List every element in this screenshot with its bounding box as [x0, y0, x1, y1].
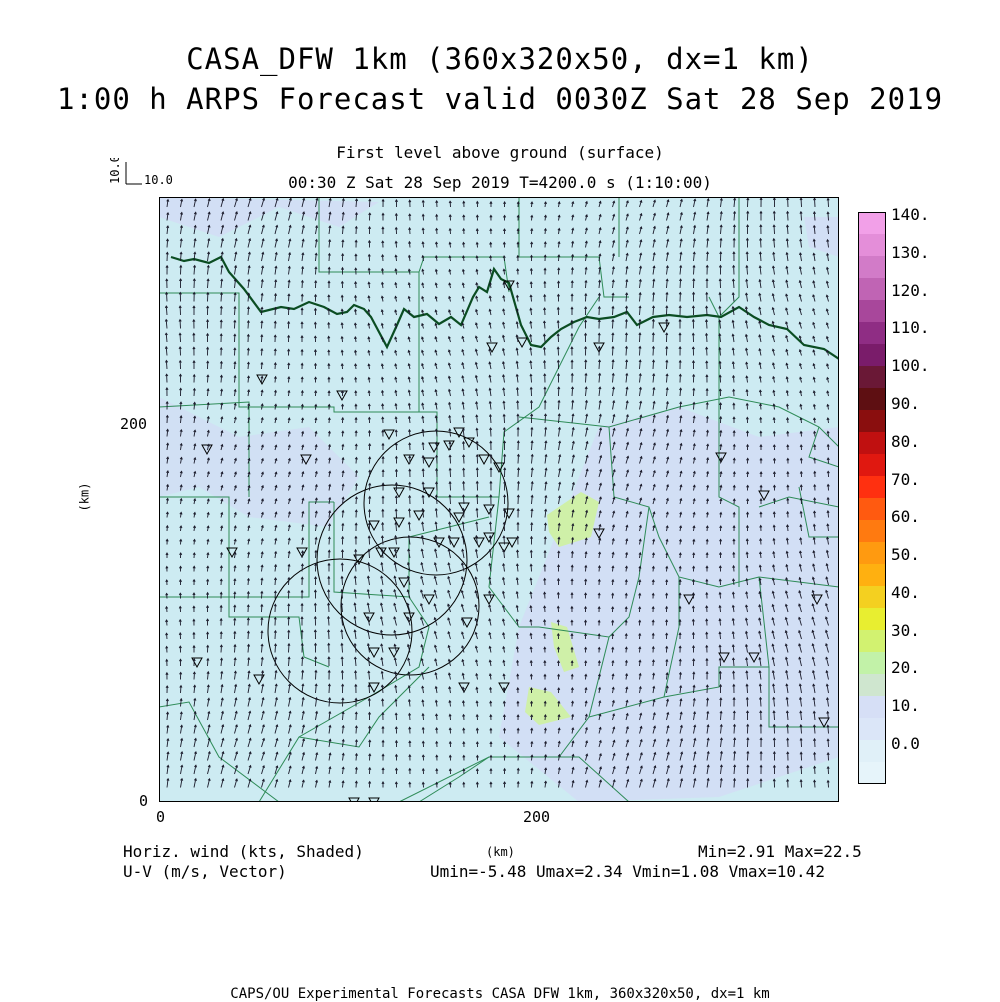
- colorbar-label: 30.: [891, 621, 920, 640]
- colorbar-swatch: [858, 718, 886, 741]
- colorbar-swatch: [858, 586, 886, 609]
- colorbar-swatch: [858, 300, 886, 323]
- reference-vector: 10.0 10.0: [108, 158, 178, 194]
- colorbar-swatch: [858, 652, 886, 675]
- colorbar-label: 140.: [891, 205, 930, 224]
- reference-vector-vertical-value: 10.0: [108, 158, 122, 184]
- field-label: Horiz. wind (kts, Shaded): [123, 842, 364, 861]
- colorbar-label: 0.0: [891, 734, 920, 753]
- colorbar-swatch: [858, 542, 886, 565]
- level-label: First level above ground (surface): [300, 143, 700, 162]
- y-axis-unit: (km): [77, 483, 91, 512]
- colorbar-label: 110.: [891, 318, 930, 337]
- colorbar-swatch: [858, 256, 886, 279]
- colorbar-swatch: [858, 564, 886, 587]
- colorbar-swatch: [858, 520, 886, 543]
- colorbar-swatch: [858, 388, 886, 411]
- y-tick-0: 0: [139, 792, 148, 810]
- wind-map: [159, 197, 839, 802]
- colorbar-swatch: [858, 696, 886, 719]
- colorbar-label: 90.: [891, 394, 920, 413]
- colorbar-swatch: [858, 234, 886, 257]
- colorbar-label: 60.: [891, 507, 920, 526]
- uv-stats-label: Umin=-5.48 Umax=2.34 Vmin=1.08 Vmax=10.4…: [430, 862, 825, 881]
- colorbar-swatch: [858, 454, 886, 477]
- min-max-label: Min=2.91 Max=22.5: [698, 842, 862, 861]
- colorbar-label: 120.: [891, 281, 930, 300]
- colorbar: [858, 212, 888, 784]
- reference-vector-horizontal-value: 10.0: [144, 173, 173, 187]
- x-tick-200: 200: [523, 808, 550, 826]
- colorbar-label: 70.: [891, 470, 920, 489]
- title-line-1: CASA_DFW 1km (360x320x50, dx=1 km): [0, 42, 1000, 76]
- x-axis-unit: (km): [486, 845, 515, 859]
- colorbar-swatch: [858, 278, 886, 301]
- colorbar-label: 80.: [891, 432, 920, 451]
- colorbar-label: 100.: [891, 356, 930, 375]
- colorbar-swatch: [858, 674, 886, 697]
- colorbar-swatch: [858, 762, 886, 784]
- colorbar-label: 10.: [891, 696, 920, 715]
- colorbar-swatch: [858, 498, 886, 521]
- time-label: 00:30 Z Sat 28 Sep 2019 T=4200.0 s (1:10…: [220, 173, 780, 192]
- colorbar-label: 20.: [891, 658, 920, 677]
- colorbar-label: 40.: [891, 583, 920, 602]
- colorbar-swatch: [858, 630, 886, 653]
- colorbar-swatch: [858, 344, 886, 367]
- colorbar-swatch: [858, 740, 886, 763]
- colorbar-swatch: [858, 322, 886, 345]
- colorbar-swatch: [858, 366, 886, 389]
- colorbar-swatch: [858, 476, 886, 499]
- vector-label: U-V (m/s, Vector): [123, 862, 287, 881]
- x-tick-0: 0: [156, 808, 165, 826]
- colorbar-label: 130.: [891, 243, 930, 262]
- y-tick-200: 200: [120, 415, 147, 433]
- colorbar-swatch: [858, 608, 886, 631]
- title-line-2: 1:00 h ARPS Forecast valid 0030Z Sat 28 …: [0, 82, 1000, 116]
- colorbar-swatch: [858, 432, 886, 455]
- colorbar-swatch: [858, 410, 886, 433]
- colorbar-swatch: [858, 212, 886, 235]
- colorbar-label: 50.: [891, 545, 920, 564]
